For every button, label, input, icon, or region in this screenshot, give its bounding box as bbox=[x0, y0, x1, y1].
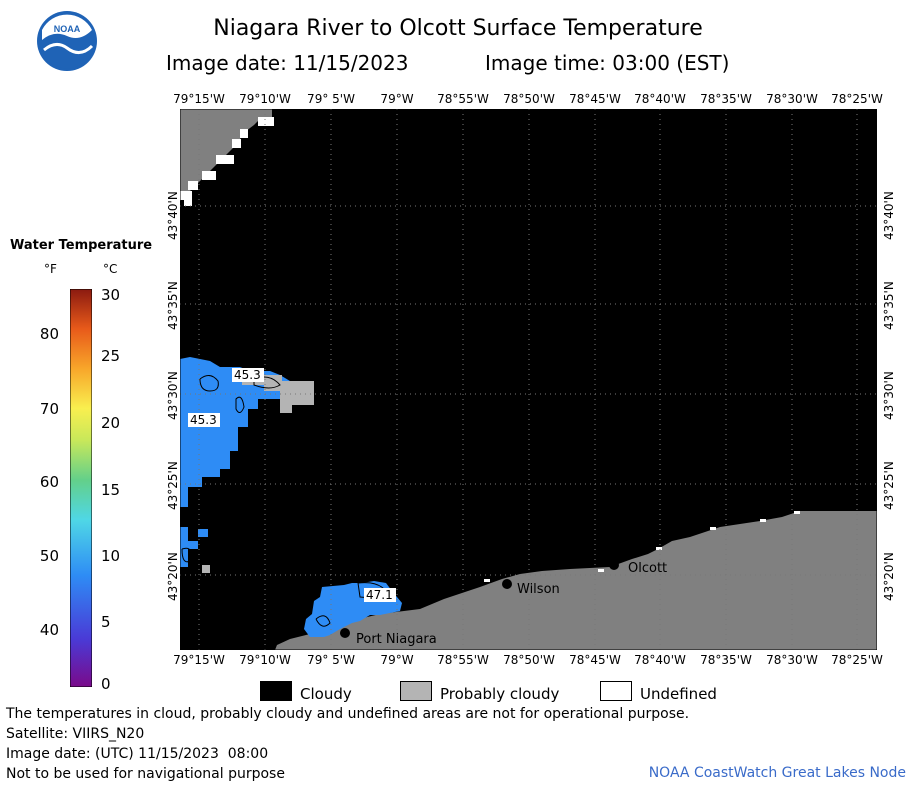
undefined-cells bbox=[180, 117, 274, 206]
temp-label-box bbox=[364, 588, 396, 602]
probably-cloudy-label: Probably cloudy bbox=[440, 685, 560, 703]
lat-label-left: 43°20'N bbox=[166, 552, 180, 601]
undefined-swatch bbox=[600, 681, 632, 701]
temp-label: 45.3 bbox=[234, 368, 261, 382]
lon-label-bottom: 79° 5'W bbox=[307, 653, 355, 667]
lon-label-top: 78°50'W bbox=[503, 92, 555, 106]
lon-label-bottom: 78°45'W bbox=[569, 653, 621, 667]
lat-label-left: 43°35'N bbox=[166, 281, 180, 330]
lat-label-right: 43°30'N bbox=[882, 371, 896, 420]
satellite-info: Satellite: VIIRS_N20 bbox=[6, 726, 145, 742]
port-niagara-marker bbox=[340, 628, 350, 638]
image-time: Image time: 03:00 (EST) bbox=[485, 51, 730, 75]
temperature-map: Olcott Wilson Port Niagara 45.3 45.3 47.… bbox=[180, 109, 877, 650]
unit-fahrenheit: °F bbox=[44, 262, 57, 276]
f-tick: 70 bbox=[39, 400, 59, 418]
credit-text: NOAA CoastWatch Great Lakes Node bbox=[648, 765, 906, 781]
c-tick: 30 bbox=[101, 286, 121, 304]
graticule bbox=[180, 109, 877, 650]
c-tick: 15 bbox=[101, 481, 121, 499]
f-tick: 80 bbox=[39, 325, 59, 343]
lat-label-right: 43°25'N bbox=[882, 461, 896, 510]
lon-label-top: 78°30'W bbox=[766, 92, 818, 106]
wilson-marker bbox=[502, 579, 512, 589]
legend-title: Water Temperature bbox=[10, 238, 153, 253]
lat-label-left: 43°30'N bbox=[166, 371, 180, 420]
lon-label-top: 78°25'W bbox=[831, 92, 883, 106]
temp-label-box bbox=[232, 368, 264, 382]
unit-celsius: °C bbox=[103, 262, 118, 276]
lon-label-top: 79°10'W bbox=[239, 92, 291, 106]
lon-label-bottom: 78°25'W bbox=[831, 653, 883, 667]
lat-label-left: 43°40'N bbox=[166, 191, 180, 240]
cloudy-swatch bbox=[260, 681, 292, 701]
image-date: Image date: 11/15/2023 bbox=[166, 51, 409, 75]
olcott-marker bbox=[609, 560, 619, 570]
c-tick: 0 bbox=[101, 675, 111, 693]
lon-label-top: 79°15'W bbox=[173, 92, 225, 106]
temp-label-box bbox=[188, 413, 220, 427]
lon-label-top: 79°W bbox=[380, 92, 414, 106]
lon-label-top: 78°45'W bbox=[569, 92, 621, 106]
lon-label-top: 79° 5'W bbox=[307, 92, 355, 106]
lat-label-left: 43°25'N bbox=[166, 461, 180, 510]
temp-label: 47.1 bbox=[366, 588, 393, 602]
page-title: Niagara River to Olcott Surface Temperat… bbox=[213, 16, 703, 41]
lon-label-bottom: 79°10'W bbox=[239, 653, 291, 667]
lon-label-bottom: 79°W bbox=[380, 653, 414, 667]
lon-label-bottom: 79°15'W bbox=[173, 653, 225, 667]
logo-text: NOAA bbox=[54, 24, 81, 34]
f-tick: 50 bbox=[39, 547, 59, 565]
lon-label-top: 78°55'W bbox=[437, 92, 489, 106]
cloudy-label: Cloudy bbox=[300, 685, 352, 703]
temp-label: 45.3 bbox=[190, 413, 217, 427]
noaa-logo: NOAA bbox=[37, 11, 97, 71]
olcott-label: Olcott bbox=[628, 561, 667, 576]
undefined-label: Undefined bbox=[640, 685, 717, 703]
lat-label-right: 43°40'N bbox=[882, 191, 896, 240]
temperature-colorbar bbox=[70, 289, 92, 687]
lon-label-bottom: 78°55'W bbox=[437, 653, 489, 667]
lon-label-bottom: 78°35'W bbox=[700, 653, 752, 667]
lon-label-top: 78°40'W bbox=[634, 92, 686, 106]
utc-date: Image date: (UTC) 11/15/2023 08:00 bbox=[6, 746, 269, 762]
lon-label-bottom: 78°30'W bbox=[766, 653, 818, 667]
operational-note: The temperatures in cloud, probably clou… bbox=[6, 706, 690, 722]
wilson-label: Wilson bbox=[517, 582, 560, 597]
port-niagara-label: Port Niagara bbox=[356, 632, 437, 647]
lat-label-right: 43°20'N bbox=[882, 552, 896, 601]
c-tick: 10 bbox=[101, 547, 121, 565]
lon-label-top: 78°35'W bbox=[700, 92, 752, 106]
f-tick: 40 bbox=[39, 621, 59, 639]
c-tick: 25 bbox=[101, 347, 121, 365]
navigation-note: Not to be used for navigational purpose bbox=[6, 766, 285, 782]
c-tick: 20 bbox=[101, 414, 121, 432]
f-tick: 60 bbox=[39, 473, 59, 491]
lon-label-bottom: 78°40'W bbox=[634, 653, 686, 667]
c-tick: 5 bbox=[101, 613, 111, 631]
land-south bbox=[275, 511, 877, 650]
lon-label-bottom: 78°50'W bbox=[503, 653, 555, 667]
probably-cloudy-swatch bbox=[400, 681, 432, 701]
lat-label-right: 43°35'N bbox=[882, 281, 896, 330]
